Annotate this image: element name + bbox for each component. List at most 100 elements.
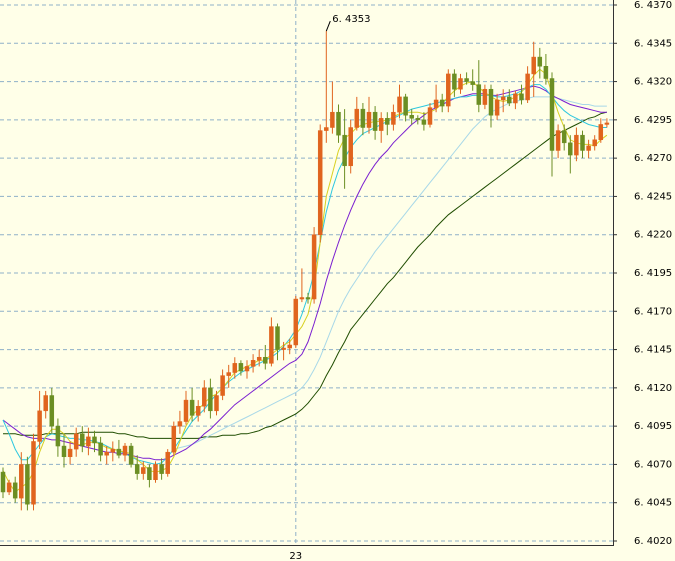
candle-body <box>598 124 604 141</box>
y-tick-label: 6. 4245 <box>634 191 672 202</box>
candle-body <box>403 96 408 116</box>
candle-body <box>183 399 189 422</box>
candle-body <box>433 99 439 108</box>
candle-body <box>372 111 378 131</box>
y-tick-label: 6. 4320 <box>634 77 672 88</box>
moving-average-line <box>2 85 607 461</box>
candle-body <box>104 451 109 456</box>
candle-body <box>171 425 177 453</box>
candle-body <box>458 78 463 90</box>
moving-average-line <box>3 111 608 439</box>
candle-body <box>427 107 433 125</box>
candle-body <box>348 127 353 167</box>
candle-body <box>153 464 158 480</box>
annotation-leader <box>325 20 331 32</box>
candle-body <box>385 118 390 125</box>
candle-body <box>92 436 97 444</box>
annotation: 6. 4353 <box>332 14 370 25</box>
candle-body <box>366 111 372 128</box>
candle-body <box>531 56 536 75</box>
y-tick-label: 6. 4020 <box>634 536 672 547</box>
y-tick-label: 6. 4045 <box>634 498 672 509</box>
candle-body <box>55 425 61 447</box>
candle-body <box>568 142 573 156</box>
y-tick-label: 6. 4295 <box>634 115 672 126</box>
candle-body <box>19 464 24 499</box>
candle-body <box>317 130 323 235</box>
candle-body <box>256 356 262 361</box>
candle-body <box>476 84 482 105</box>
candle-body <box>31 441 36 505</box>
candle-body <box>0 471 6 493</box>
candle-body <box>391 111 396 125</box>
candle-body <box>141 467 146 474</box>
candle-body <box>580 134 585 151</box>
candle-body <box>519 93 524 101</box>
candle-body <box>116 448 122 456</box>
candle-body <box>128 445 134 465</box>
candle-body <box>543 66 549 79</box>
candle-body <box>281 347 286 350</box>
candle-body <box>330 111 335 128</box>
moving-average-line <box>173 96 607 450</box>
y-tick-label: 6. 4270 <box>634 153 672 164</box>
candle-body <box>250 360 256 367</box>
candle-body <box>415 118 421 121</box>
candle-body <box>421 119 427 125</box>
candle-body <box>238 363 244 372</box>
y-tick-label: 6. 4220 <box>634 230 672 241</box>
candle-body <box>482 88 488 105</box>
candle-body <box>275 326 280 350</box>
candle-body <box>507 96 512 104</box>
candle-body <box>592 139 597 147</box>
plot-area: 6. 4353 <box>0 0 613 545</box>
candle-body <box>500 96 506 101</box>
candle-body <box>409 115 414 119</box>
candle-body <box>549 78 555 151</box>
candle-body <box>336 111 341 136</box>
candle-body <box>177 421 183 427</box>
candle-body <box>244 366 250 372</box>
candle-body <box>43 395 48 412</box>
candle-body <box>488 88 494 116</box>
candle-body <box>263 356 268 364</box>
candle-body <box>232 363 238 373</box>
candle-body <box>73 433 79 450</box>
moving-average-line <box>2 84 607 465</box>
candle-body <box>378 118 384 131</box>
candle-body <box>202 387 207 407</box>
candle-body <box>220 375 225 396</box>
candle-body <box>67 448 73 458</box>
candle-body <box>555 130 561 151</box>
y-tick-label: 6. 4370 <box>634 0 672 11</box>
candle-body <box>6 482 12 493</box>
candle-body <box>159 464 164 474</box>
candle-body <box>49 395 55 427</box>
candle-body <box>293 298 299 346</box>
candle-body <box>189 399 195 416</box>
candle-body <box>360 108 366 128</box>
candle-body <box>147 467 152 480</box>
candle-body <box>110 448 116 453</box>
candle-body <box>269 326 274 364</box>
moving-average-line <box>2 68 608 493</box>
candle-body <box>165 451 170 474</box>
candle-body <box>12 482 18 499</box>
candle-body <box>61 445 67 458</box>
candle-body <box>494 99 500 116</box>
y-tick-label: 6. 4095 <box>634 421 672 432</box>
candle-body <box>208 387 213 412</box>
candle-body <box>37 410 42 442</box>
candle-body <box>324 127 329 131</box>
candle-body <box>574 134 579 156</box>
candle-body <box>25 464 30 505</box>
candle-body <box>80 433 85 447</box>
candle-body <box>354 108 360 128</box>
y-tick-label: 6. 4195 <box>634 268 672 279</box>
candle-body <box>122 445 128 456</box>
y-tick-label: 6. 4120 <box>634 383 672 394</box>
candle-body <box>561 130 567 144</box>
candle-body <box>604 122 610 125</box>
